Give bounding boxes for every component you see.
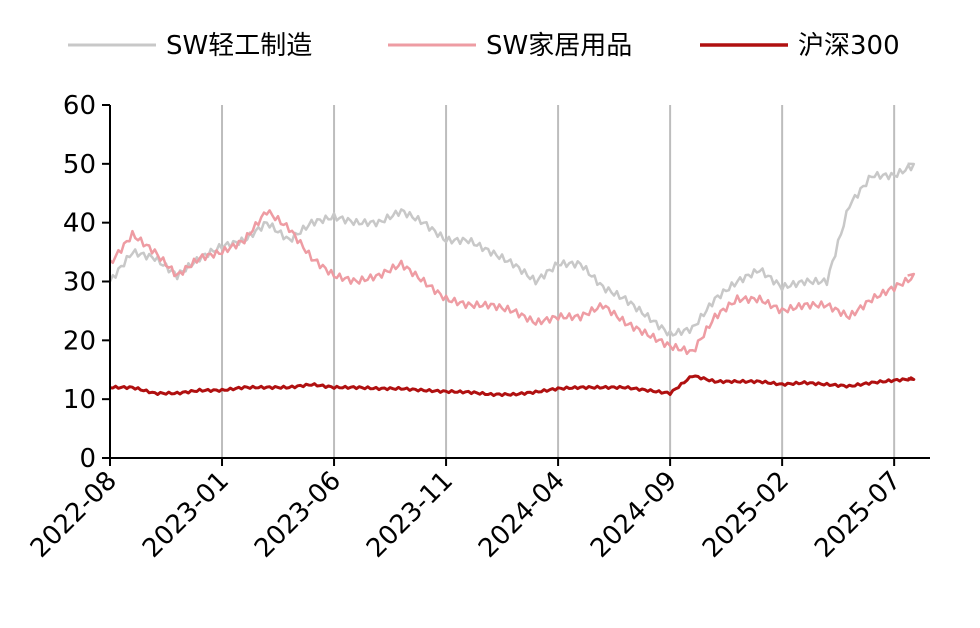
y-tick-label: 30 xyxy=(63,268,96,298)
vertical-gridlines xyxy=(221,105,896,458)
series-line-3 xyxy=(109,374,916,398)
x-tick-label: 2024-09 xyxy=(585,466,683,564)
y-tick-label: 0 xyxy=(79,444,96,474)
x-tick-label: 2023-06 xyxy=(249,466,347,564)
x-tick-label: 2022-08 xyxy=(25,466,123,564)
legend-label-1: SW轻工制造 xyxy=(166,31,312,61)
y-tick-label: 50 xyxy=(63,150,96,180)
x-tick-label: 2023-11 xyxy=(361,466,459,564)
x-tick-label: 2025-02 xyxy=(697,466,795,564)
x-tick-label: 2024-04 xyxy=(473,466,571,564)
y-tick-label: 10 xyxy=(63,385,96,415)
x-axis-ticks: 2022-08 2023-01 2023-06 2023-11 2024-04 2024-… xyxy=(25,458,907,564)
y-axis-ticks: 0 10 20 30 40 50 60 xyxy=(63,91,110,474)
y-tick-label: 60 xyxy=(63,91,96,121)
series-line-2 xyxy=(109,209,916,356)
x-tick-label: 2025-07 xyxy=(809,466,907,564)
legend: SW轻工制造 SW家居用品 沪深300 xyxy=(68,31,900,61)
series-lines xyxy=(108,162,916,398)
y-tick-label: 20 xyxy=(63,326,96,356)
y-tick-label: 40 xyxy=(63,209,96,239)
x-tick-label: 2023-01 xyxy=(137,466,235,564)
legend-label-3: 沪深300 xyxy=(798,31,900,61)
legend-label-2: SW家居用品 xyxy=(486,31,632,61)
